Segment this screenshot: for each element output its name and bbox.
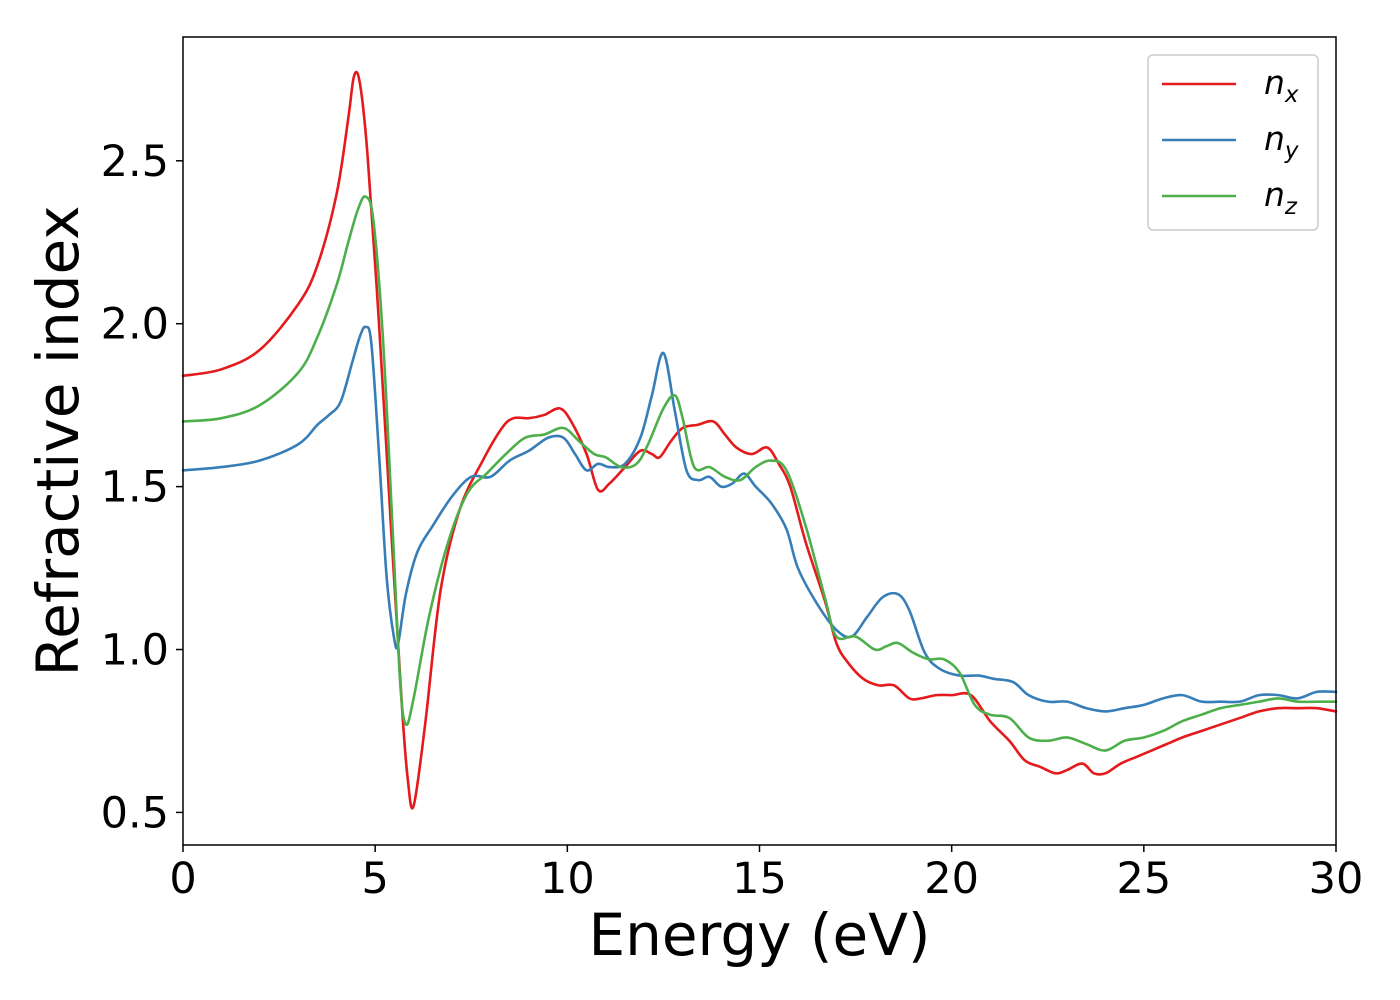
x-axis-ticks: 0 5 10 15 20 25 30 [169,845,1363,904]
legend-label-subscript: x [1284,82,1299,108]
y-tick-label: 0.5 [101,788,169,838]
y-tick-label: 1.5 [101,463,169,513]
series-line-z [181,195,1338,752]
legend-label-y: ny [1264,119,1299,164]
x-tick-label: 10 [540,854,595,904]
y-tick-label: 2.5 [101,137,169,187]
legend-label-base: n [1264,119,1285,158]
series-layer [181,70,1338,810]
legend-label-x: nx [1264,63,1299,108]
x-tick-label: 0 [169,854,196,904]
y-tick-label: 2.0 [101,300,169,350]
x-tick-label: 20 [924,854,979,904]
legend-label-subscript: z [1284,194,1298,220]
legend-label-base: n [1264,175,1285,214]
y-tick-label: 1.0 [101,626,169,676]
legend-label-subscript: y [1284,138,1299,164]
y-axis-ticks: 0.5 1.0 1.5 2.0 2.5 [101,137,183,838]
y-axis-title: Refractive index [24,205,92,676]
legend-label-z: nz [1264,175,1298,220]
x-axis-title: Energy (eV) [588,901,930,969]
x-tick-label: 15 [732,854,787,904]
legend-frame [1147,54,1319,231]
legend-label-base: n [1264,63,1285,102]
series-line-y [181,325,1338,713]
x-tick-label: 30 [1309,854,1364,904]
x-tick-label: 5 [361,854,388,904]
x-tick-label: 25 [1116,854,1171,904]
